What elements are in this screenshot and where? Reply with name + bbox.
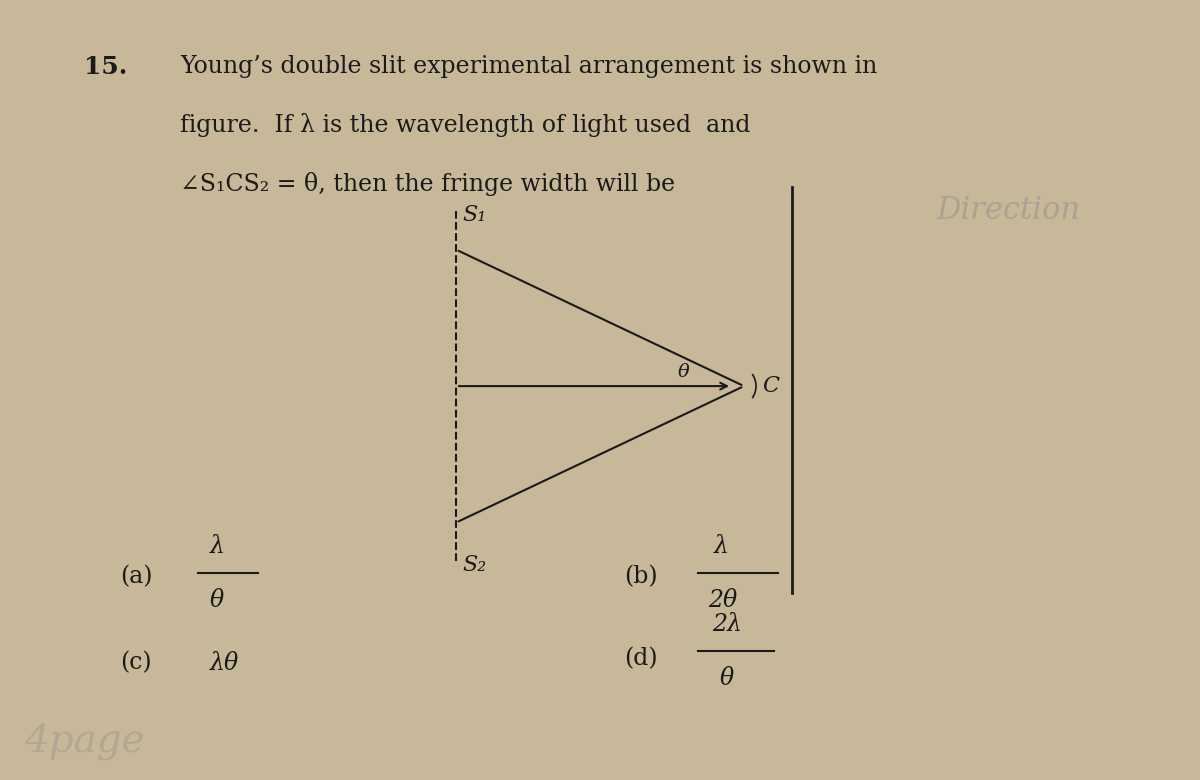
Text: 2θ: 2θ [708,589,737,612]
Text: Young’s double slit experimental arrangement is shown in: Young’s double slit experimental arrange… [180,55,877,77]
Text: θ: θ [678,363,690,381]
Text: ∠S₁CS₂ = θ, then the fringe width will be: ∠S₁CS₂ = θ, then the fringe width will b… [180,172,676,196]
Text: S₁: S₁ [462,204,486,226]
Text: 2λ: 2λ [712,613,742,636]
Text: (d): (d) [624,647,658,671]
Text: θ: θ [720,667,734,690]
Text: Direction: Direction [936,195,1080,226]
Text: (c): (c) [120,651,151,675]
Text: λθ: λθ [210,651,239,675]
Text: S₂: S₂ [462,554,486,576]
Text: θ: θ [210,589,224,612]
Text: (b): (b) [624,566,658,589]
Text: (a): (a) [120,566,152,589]
Text: λ: λ [714,535,730,558]
Text: 4page: 4page [24,722,145,760]
Text: C: C [762,375,779,397]
Text: λ: λ [210,535,226,558]
Text: 15.: 15. [84,55,127,79]
Text: figure.  If λ is the wavelength of light used  and: figure. If λ is the wavelength of light … [180,113,750,137]
